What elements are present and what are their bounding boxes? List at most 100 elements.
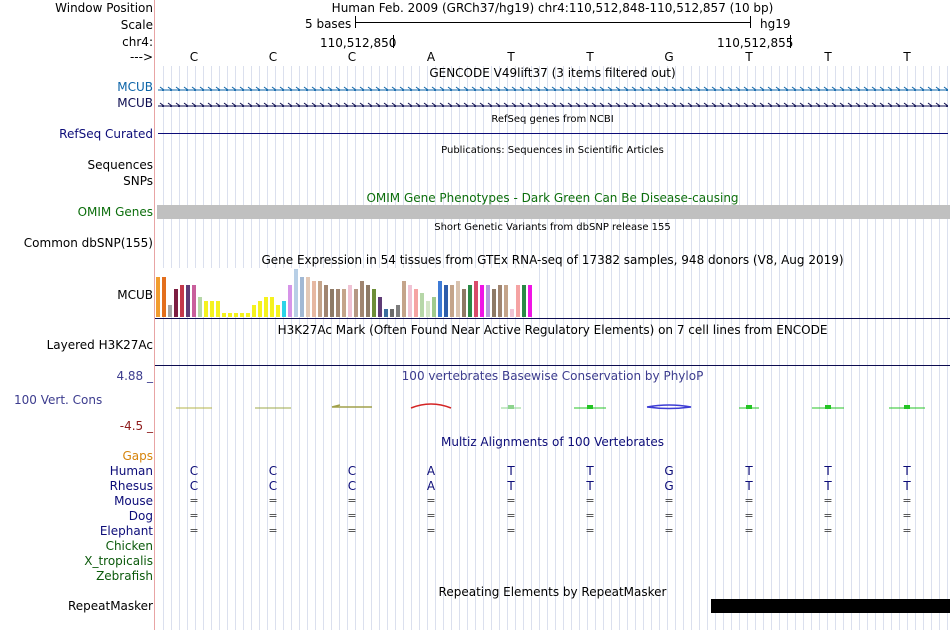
gtex-tissue-bar[interactable] (522, 285, 526, 317)
gtex-tissue-bar[interactable] (402, 281, 406, 317)
phylop-label[interactable]: 100 Vert. Cons (14, 393, 103, 407)
omim-label[interactable]: OMIM Genes (77, 205, 153, 219)
gtex-tissue-bar[interactable] (240, 313, 244, 317)
gtex-tissue-bar[interactable] (252, 305, 256, 317)
gtex-tissue-bar[interactable] (354, 289, 358, 317)
gtex-tissue-bar[interactable] (264, 297, 268, 317)
h3k27ac-label[interactable]: Layered H3K27Ac (46, 338, 153, 352)
gtex-tissue-bar[interactable] (510, 309, 514, 317)
multiz-species-label[interactable]: X_tropicalis (84, 554, 153, 568)
gtex-tissue-bar[interactable] (210, 301, 214, 317)
publications-title[interactable]: Publications: Sequences in Scientific Ar… (441, 145, 664, 156)
repeatmasker-feature[interactable] (711, 599, 950, 613)
gtex-tissue-bar[interactable] (306, 277, 310, 317)
gtex-tissue-bar[interactable] (372, 289, 376, 317)
gtex-tissue-bar[interactable] (516, 285, 520, 317)
gtex-tissue-bar[interactable] (204, 301, 208, 317)
gtex-tissue-bar[interactable] (450, 285, 454, 317)
dbsnp-title[interactable]: Short Genetic Variants from dbSNP releas… (434, 222, 671, 233)
multiz-title[interactable]: Multiz Alignments of 100 Vertebrates (440, 435, 665, 449)
gtex-tissue-bar[interactable] (378, 297, 382, 317)
gtex-tissue-bar[interactable] (504, 285, 508, 317)
omim-title[interactable]: OMIM Gene Phenotypes - Dark Green Can Be… (366, 191, 739, 205)
repeatmasker-label[interactable]: RepeatMasker (67, 599, 153, 613)
gtex-tissue-bar[interactable] (186, 285, 190, 317)
refseq-feature-line[interactable] (158, 133, 948, 134)
gtex-tissue-bar[interactable] (324, 285, 328, 317)
gtex-tissue-bar[interactable] (384, 309, 388, 317)
gtex-tissue-bar[interactable] (276, 305, 280, 317)
gtex-tissue-bar[interactable] (360, 281, 364, 317)
refseq-label[interactable]: RefSeq Curated (59, 127, 153, 141)
h3k27ac-title[interactable]: H3K27Ac Mark (Often Found Near Active Re… (277, 323, 828, 337)
gtex-tissue-bar[interactable] (216, 301, 220, 317)
gtex-tissue-bar[interactable] (162, 277, 166, 317)
gencode-item-1[interactable]: MCUB (117, 80, 153, 94)
gtex-tissue-bar[interactable] (174, 289, 178, 317)
gtex-tissue-bar[interactable] (414, 289, 418, 317)
gtex-tissue-bar[interactable] (288, 285, 292, 317)
gencode-title[interactable]: GENCODE V49lift37 (3 items filtered out) (429, 66, 676, 80)
multiz-species-label[interactable]: Mouse (114, 494, 153, 508)
omim-feature-bar[interactable] (157, 205, 950, 219)
gtex-tissue-bar[interactable] (192, 285, 196, 317)
gtex-tissue-bar[interactable] (432, 297, 436, 317)
gencode-item-2[interactable]: MCUB (117, 96, 153, 110)
gtex-tissue-bar[interactable] (438, 281, 442, 317)
gtex-tissue-bar[interactable] (498, 285, 502, 317)
publications-sequences-label[interactable]: Sequences (87, 158, 153, 172)
gtex-tissue-bar[interactable] (366, 285, 370, 317)
gtex-tissue-bar[interactable] (222, 313, 226, 317)
gtex-tissue-bar[interactable] (180, 285, 184, 317)
gtex-tissue-bar[interactable] (390, 309, 394, 317)
gtex-tissue-bar[interactable] (270, 297, 274, 317)
multiz-species-label[interactable]: Zebrafish (96, 569, 153, 583)
gtex-tissue-bar[interactable] (294, 269, 298, 317)
gtex-tissue-bar[interactable] (444, 285, 448, 317)
repeatmasker-title[interactable]: Repeating Elements by RepeatMasker (438, 585, 667, 599)
gtex-tissue-bar[interactable] (336, 289, 340, 317)
multiz-species-label[interactable]: Rhesus (109, 479, 153, 493)
phylop-signal[interactable] (155, 398, 950, 412)
multiz-species-label[interactable]: Elephant (99, 524, 153, 538)
gtex-tissue-bar[interactable] (258, 301, 262, 317)
gtex-tissue-bar[interactable] (456, 281, 460, 317)
publications-snps-label[interactable]: SNPs (123, 174, 153, 188)
gtex-tissue-bar[interactable] (330, 289, 334, 317)
gtex-tissue-bar[interactable] (300, 277, 304, 317)
multiz-species-label[interactable]: Human (109, 464, 153, 478)
gtex-tissue-bar[interactable] (426, 301, 430, 317)
gtex-tissue-bar[interactable] (312, 281, 316, 317)
refseq-title[interactable]: RefSeq genes from NCBI (491, 114, 614, 125)
gtex-tissue-bar[interactable] (408, 285, 412, 317)
gencode-feature-2[interactable] (158, 99, 948, 107)
gtex-label[interactable]: MCUB (117, 288, 153, 302)
gtex-tissue-bar[interactable] (234, 313, 238, 317)
gtex-tissue-bar[interactable] (318, 281, 322, 317)
gtex-tissue-bar[interactable] (462, 289, 466, 317)
gtex-tissue-bar[interactable] (156, 277, 160, 317)
gtex-tissue-bar[interactable] (474, 281, 478, 317)
window-position-label: Window Position (55, 1, 153, 15)
gtex-tissue-bar[interactable] (168, 305, 172, 317)
phylop-title[interactable]: 100 vertebrates Basewise Conservation by… (401, 369, 704, 383)
multiz-species-label[interactable]: Chicken (105, 539, 153, 553)
gtex-tissue-bar[interactable] (468, 285, 472, 317)
gtex-expression-chart[interactable] (155, 268, 535, 317)
gtex-tissue-bar[interactable] (396, 305, 400, 317)
gtex-tissue-bar[interactable] (480, 285, 484, 317)
gtex-tissue-bar[interactable] (198, 297, 202, 317)
gtex-tissue-bar[interactable] (528, 285, 532, 317)
multiz-species-label[interactable]: Dog (128, 509, 153, 523)
gtex-tissue-bar[interactable] (486, 285, 490, 317)
gtex-tissue-bar[interactable] (492, 289, 496, 317)
dbsnp-label[interactable]: Common dbSNP(155) (23, 236, 153, 250)
gtex-tissue-bar[interactable] (348, 285, 352, 317)
gencode-feature-1[interactable] (158, 83, 948, 91)
gtex-tissue-bar[interactable] (420, 293, 424, 317)
gtex-tissue-bar[interactable] (246, 313, 250, 317)
gtex-tissue-bar[interactable] (342, 289, 346, 317)
gtex-title[interactable]: Gene Expression in 54 tissues from GTEx … (261, 253, 844, 267)
gtex-tissue-bar[interactable] (282, 301, 286, 317)
gtex-tissue-bar[interactable] (228, 313, 232, 317)
